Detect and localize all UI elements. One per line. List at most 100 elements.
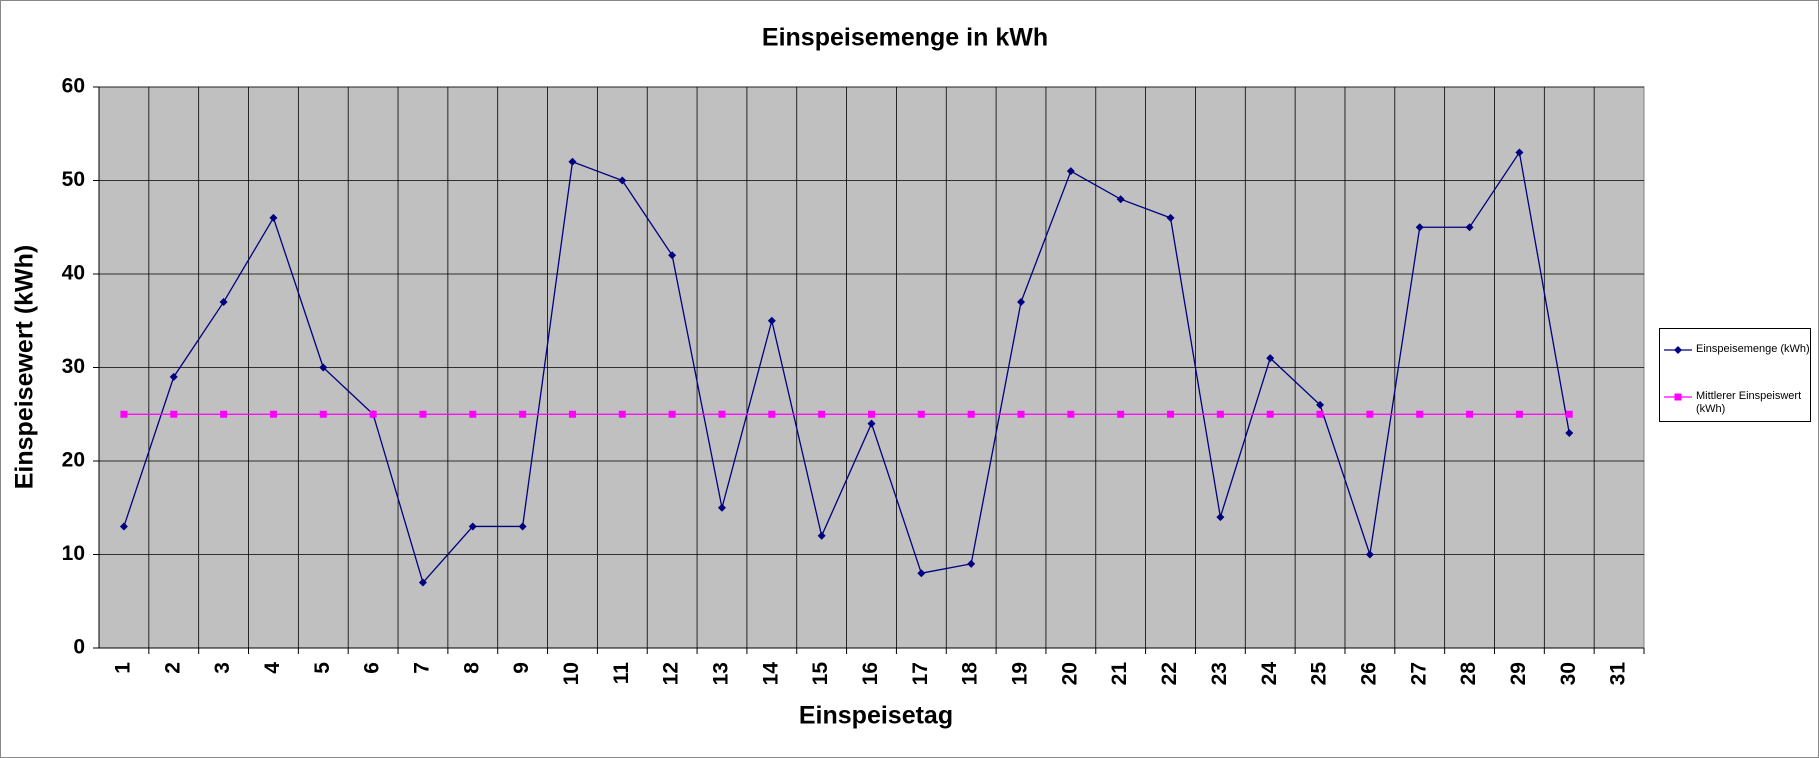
marker <box>1116 195 1125 204</box>
x-tick-label: 25 <box>1308 662 1331 686</box>
legend-item: Einspeisemenge (kWh) <box>1664 343 1810 377</box>
marker <box>1316 410 1324 418</box>
x-tick-label: 8 <box>460 662 483 674</box>
marker <box>319 363 328 372</box>
marker <box>1216 513 1225 522</box>
x-tick-label: 4 <box>261 662 284 674</box>
marker <box>917 410 925 418</box>
marker <box>1017 298 1026 307</box>
marker <box>1674 393 1682 401</box>
marker <box>967 410 975 418</box>
marker <box>568 410 576 418</box>
marker <box>768 410 776 418</box>
x-tick-label: 31 <box>1607 662 1630 686</box>
x-tick-label: 12 <box>660 662 683 685</box>
x-tick-label: 19 <box>1009 662 1032 685</box>
x-tick-label: 9 <box>510 662 533 674</box>
x-tick-label: 24 <box>1258 662 1281 686</box>
marker <box>1515 148 1524 157</box>
marker <box>269 410 277 418</box>
x-tick-label: 28 <box>1457 662 1480 686</box>
legend-label: Mittlerer Einspeiswert (kWh) <box>1696 390 1802 415</box>
x-tick-label: 14 <box>759 662 782 686</box>
marker <box>1266 410 1274 418</box>
x-tick-label: 30 <box>1557 662 1580 685</box>
y-tick-label: 0 <box>73 636 85 659</box>
x-tick-label: 10 <box>560 662 583 685</box>
marker <box>220 410 228 418</box>
marker <box>1416 410 1424 418</box>
marker <box>469 410 477 418</box>
marker <box>1167 410 1175 418</box>
marker <box>219 298 228 307</box>
marker <box>967 559 976 568</box>
marker <box>1515 410 1523 418</box>
marker <box>1117 410 1125 418</box>
y-tick-label: 60 <box>62 75 85 98</box>
marker <box>319 410 327 418</box>
x-tick-label: 5 <box>311 662 334 674</box>
chart-title: Einspeisemenge in kWh <box>762 24 1048 52</box>
x-tick-label: 20 <box>1058 662 1081 685</box>
y-tick-label: 40 <box>62 262 85 285</box>
marker <box>1366 410 1374 418</box>
x-tick-label: 27 <box>1407 662 1430 685</box>
legend: Einspeisemenge (kWh) Mittlerer Einspeiswe… <box>1659 328 1811 422</box>
x-axis-label: Einspeisetag <box>799 702 953 730</box>
x-tick-label: 29 <box>1507 662 1530 685</box>
y-tick-label: 20 <box>62 449 85 472</box>
marker <box>468 522 477 531</box>
marker <box>718 410 726 418</box>
marker <box>1266 354 1275 363</box>
series-line <box>123 150 1570 584</box>
x-tick-label: 26 <box>1357 662 1380 685</box>
marker <box>1066 167 1075 176</box>
x-tick-label: 2 <box>161 662 184 674</box>
legend-item: Mittlerer Einspeiswert (kWh) <box>1664 390 1808 424</box>
marker <box>818 410 826 418</box>
marker <box>519 410 527 418</box>
marker <box>817 531 826 540</box>
x-tick-label: 17 <box>909 662 932 685</box>
legend-symbol <box>1664 346 1692 354</box>
marker <box>568 157 577 166</box>
x-tick-label: 18 <box>959 662 982 686</box>
x-tick-label: 6 <box>361 662 384 674</box>
y-tick-label: 50 <box>62 168 85 191</box>
marker <box>618 176 627 185</box>
x-tick-label: 7 <box>410 662 433 674</box>
marker <box>668 251 677 260</box>
x-tick-label: 22 <box>1158 662 1181 685</box>
marker <box>867 419 876 428</box>
x-tick-label: 1 <box>111 662 134 674</box>
x-tick-label: 15 <box>809 662 832 686</box>
legend-symbol <box>1664 393 1692 401</box>
x-tick-label: 3 <box>211 662 234 674</box>
marker <box>369 410 377 418</box>
marker <box>1067 410 1075 418</box>
y-axis-label: Einspeisewert (kWh) <box>11 245 39 490</box>
marker <box>419 410 427 418</box>
marker <box>269 213 278 222</box>
marker <box>1017 410 1025 418</box>
marker <box>119 522 128 531</box>
x-tick-label: 23 <box>1208 662 1231 685</box>
marker <box>1166 213 1175 222</box>
marker <box>1565 410 1573 418</box>
marker <box>1216 410 1224 418</box>
marker <box>917 569 926 578</box>
marker <box>1465 223 1474 232</box>
marker <box>1316 400 1325 409</box>
marker <box>1466 410 1474 418</box>
marker <box>120 410 128 418</box>
marker <box>668 410 676 418</box>
y-tick-label: 10 <box>62 542 85 565</box>
marker <box>518 522 527 531</box>
marker <box>170 410 178 418</box>
marker <box>1415 223 1424 232</box>
marker <box>618 410 626 418</box>
marker <box>1565 428 1574 437</box>
legend-label: Einspeisemenge (kWh) <box>1696 343 1810 355</box>
